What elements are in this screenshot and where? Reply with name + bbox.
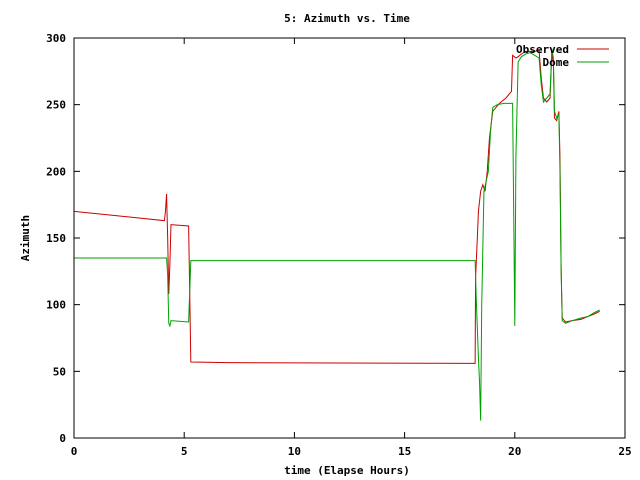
x-axis-label: time (Elapse Hours) (284, 464, 410, 477)
y-tick-label: 200 (46, 165, 66, 178)
series-layer (73, 48, 600, 421)
chart-title: 5: Azimuth vs. Time (284, 12, 410, 25)
x-tick-label: 25 (618, 445, 631, 458)
x-tick-label: 20 (508, 445, 521, 458)
y-tick-label: 50 (53, 365, 66, 378)
y-tick-label: 0 (59, 432, 66, 445)
series-line-dome (74, 48, 600, 421)
plot-frame (73, 37, 626, 439)
legend-label-dome: Dome (543, 56, 570, 69)
y-tick-label: 250 (46, 99, 66, 112)
x-tick-label: 15 (398, 445, 411, 458)
x-tick-label: 5 (181, 445, 188, 458)
y-axis-label: Azimuth (19, 215, 32, 261)
y-tick-label: 150 (46, 232, 66, 245)
y-tick-label: 100 (46, 299, 66, 312)
x-tick-label: 10 (288, 445, 301, 458)
x-tick-label: 0 (71, 445, 78, 458)
legend-label-observed: Observed (516, 43, 569, 56)
y-tick-label: 300 (46, 32, 66, 45)
